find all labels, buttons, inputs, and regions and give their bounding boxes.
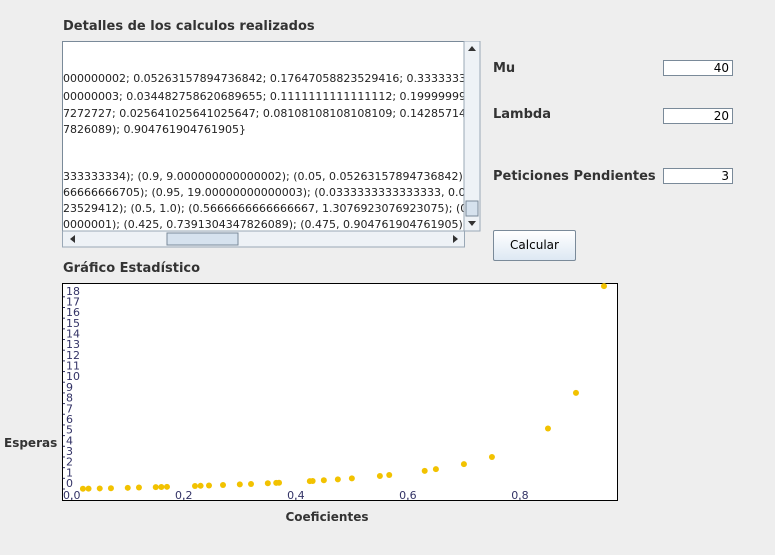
y-tick-label: 17 [66,295,80,308]
point [276,479,283,486]
field-label: Mu [493,61,516,76]
point [572,389,579,396]
y-tick-label: 1 [66,466,73,479]
point [421,467,428,474]
point [386,472,393,479]
x-tick-label: 0.8 [511,489,529,502]
y-tick-label: 9 [66,381,73,394]
y-tick-label: 4 [66,434,73,447]
y-tick-label: 6 [66,413,73,426]
text-line: 7272727; 0.025641025641025647; 0.0810810… [63,107,465,120]
plot-area [62,283,618,501]
details-label: Detalles de los calculos realizados [63,19,315,34]
point [191,482,198,489]
input[interactable]: 3 [663,168,733,184]
v-scrollbar[interactable] [463,41,481,232]
point [264,480,271,487]
point [163,483,170,490]
text-area[interactable]: 000000002; 0.05263157894736842; 0.176470… [62,41,465,232]
x-tick-label: 0.0 [63,489,81,502]
y-tick-label: 16 [66,306,80,319]
y-tick-label: 0 [66,477,73,490]
y-tick-label: 7 [66,402,73,415]
text-line: 333333334); (0.9, 9.000000000000002); (0… [63,170,465,183]
y-tick-label: 2 [66,456,73,469]
y-tick-label: 8 [66,392,73,405]
point [197,482,204,489]
y-tick-label: 12 [66,349,80,362]
h-thumb[interactable] [166,232,239,246]
point [85,485,92,492]
point [320,477,327,484]
point [334,476,341,483]
point [107,485,114,492]
point [158,483,165,490]
point [205,482,212,489]
point [376,472,383,479]
point [236,481,243,488]
field-label: Peticiones Pendientes [493,169,656,184]
x-tick-label: 0.6 [399,489,417,502]
point [152,484,159,491]
text-line: 000000002; 0.05263157894736842; 0.176470… [63,72,465,85]
y-tick-label: 10 [66,370,80,383]
point [460,461,467,468]
point [488,453,495,460]
text-line: 0000001); (0.425, 0.7391304347826089); (… [63,218,465,231]
point [79,485,86,492]
point [220,482,226,489]
button[interactable]: Calcular [493,230,576,261]
text-line: 23529412); (0.5, 1.0); (0.56666666666666… [63,202,465,215]
v-thumb[interactable] [465,200,479,217]
point [124,484,131,491]
y-tick-label: 15 [66,317,80,330]
y-tick-label: 5 [66,424,73,437]
point [309,477,316,484]
point [248,480,255,487]
point [135,484,142,491]
y-tick-label: 13 [66,338,80,351]
field-label: Lambda [493,107,551,122]
text-line: 00000003; 0.034482758620689655; 0.111111… [63,90,465,103]
y-axis-title: Esperas [4,436,57,450]
chart-label: Gráfico Estadístico [63,261,201,276]
x-axis-title: Coeficientes [285,510,368,524]
h-scrollbar[interactable] [62,230,465,248]
y-tick-label: 11 [66,360,80,373]
point [600,283,607,290]
input[interactable]: 40 [663,60,733,76]
y-tick-label: 3 [66,445,73,458]
y-tick-label: 14 [66,328,80,341]
point [96,485,103,492]
x-tick-label: 0.2 [175,489,193,502]
y-tick-label: 18 [66,285,80,298]
text-line: 7826089); 0.904761904761905} [63,123,246,136]
text-line: 66666666705); (0.95, 19.00000000000003);… [63,186,465,199]
x-tick-label: 0.4 [287,489,305,502]
scrollbars [62,41,481,248]
input[interactable]: 20 [663,108,733,124]
point [544,425,551,432]
point [432,466,439,473]
point [348,475,355,482]
